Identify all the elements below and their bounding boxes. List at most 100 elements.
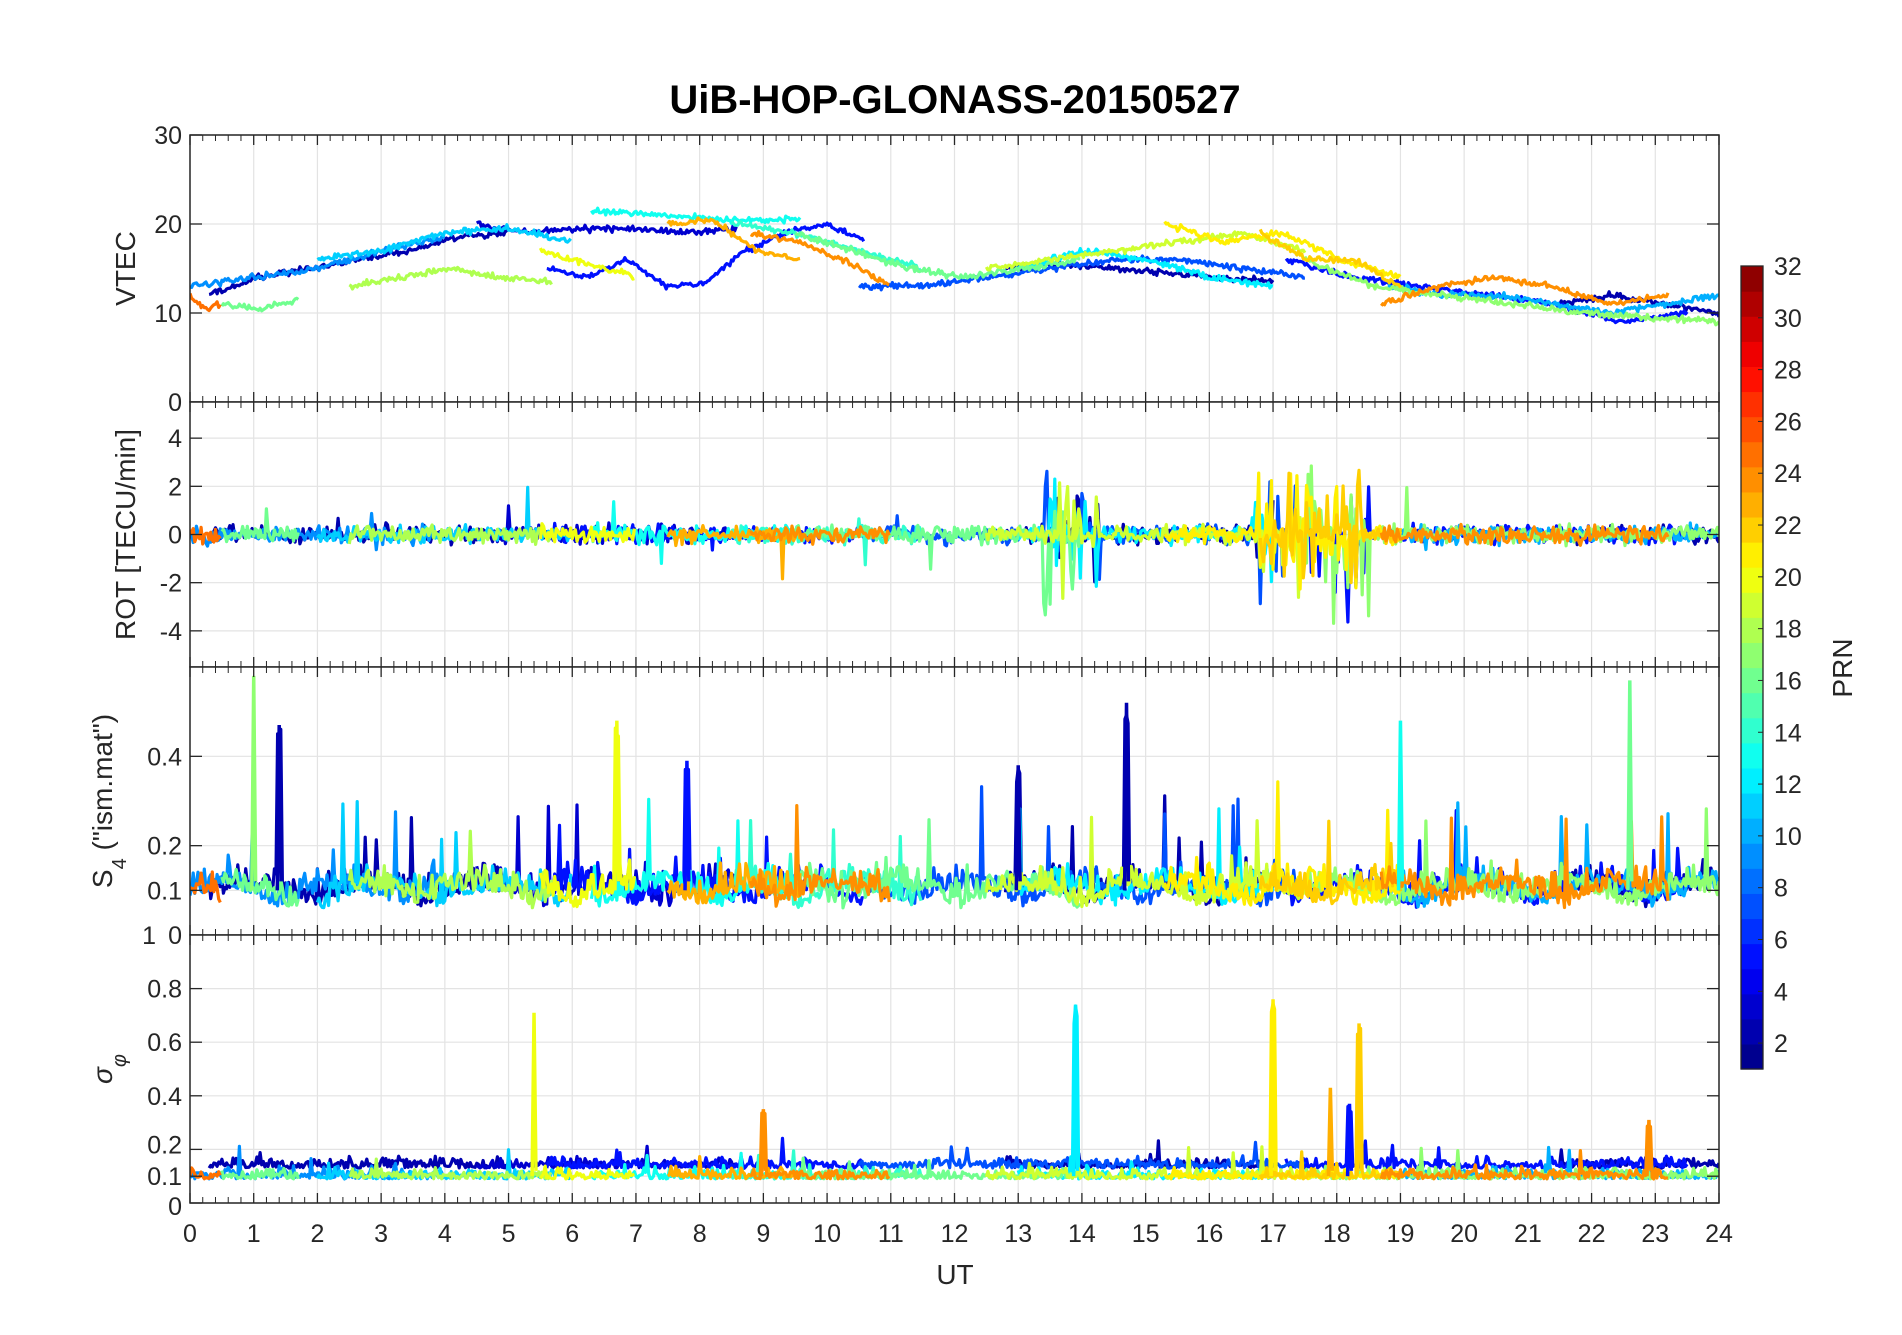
peak-mark-prn-5	[683, 760, 691, 891]
colorbar-level	[1741, 617, 1763, 644]
panel-rot: -4 -2 0 2 4 ROT [TECU/min]	[110, 401, 1720, 668]
colorbar-tick-label: 12	[1774, 771, 1802, 799]
x-tick-label: 0	[183, 1220, 197, 1248]
x-tick-label: 13	[1004, 1220, 1032, 1248]
series-line-prn-24	[1379, 522, 1670, 547]
y-tick-label: 0.8	[147, 976, 182, 1004]
series-line-prn-16	[220, 1166, 300, 1181]
series-line-prn-22	[1258, 1026, 1402, 1181]
y-tick-label: 0.2	[147, 833, 182, 861]
colorbar-level	[1741, 441, 1763, 468]
x-tick-label: 17	[1259, 1220, 1287, 1248]
x-tick-label: 14	[1068, 1220, 1096, 1248]
colorbar-level	[1741, 717, 1763, 744]
colorbar-label: PRN	[1827, 638, 1858, 697]
y-tick-label: 0.4	[147, 1083, 182, 1111]
series-line-prn-9	[190, 810, 447, 908]
series-line-prn-24	[1379, 815, 1670, 910]
y-tick-label: 0	[168, 922, 182, 950]
series-line-prn-19	[984, 815, 1307, 909]
series-line-prn-24	[1379, 1123, 1669, 1181]
series-line-prn-5	[545, 1136, 866, 1170]
panel-vtec: 0 10 20 30 VTEC	[110, 122, 1720, 417]
colorbar-level	[1741, 567, 1763, 593]
x-tick-label: 11	[878, 1220, 904, 1248]
colorbar-level	[1741, 918, 1763, 945]
colorbar-tick-label: 24	[1774, 460, 1802, 488]
colorbar-level	[1741, 391, 1763, 418]
colorbar-tick-label: 10	[1774, 823, 1802, 851]
x-axis-label: UT	[936, 1259, 973, 1290]
y-tick-label: -2	[160, 570, 182, 598]
colorbar-tick-label: 2	[1774, 1030, 1788, 1058]
colorbar-level	[1741, 692, 1763, 719]
series-line-prn-5	[546, 221, 866, 291]
series-line-prn-17	[1303, 255, 1719, 327]
colorbar-tick-label: 20	[1774, 564, 1802, 592]
colorbar-level	[1741, 1043, 1763, 1070]
series-line-prn-22	[1258, 228, 1402, 289]
colorbar-level	[1741, 792, 1763, 819]
colorbar-level	[1741, 416, 1763, 443]
series-line-prn-11	[316, 223, 572, 262]
y-tick-label: 0.6	[147, 1029, 182, 1057]
chart-title: UiB-HOP-GLONASS-20150527	[669, 78, 1240, 122]
y-tick-label: 0.1	[147, 877, 182, 905]
y-tick-label-extra: 1	[142, 922, 156, 950]
series-line-prn-7	[857, 1140, 1306, 1170]
colorbar-tick-label: 32	[1774, 253, 1802, 281]
series-line-prn-2	[207, 1150, 509, 1170]
colorbar-tick-label: 6	[1774, 926, 1788, 954]
y-axis-label-vtec: VTEC	[110, 231, 141, 306]
y-tick-label: 0.4	[147, 743, 182, 771]
peak-mark-prn-20	[530, 1012, 538, 1177]
colorbar-level	[1741, 491, 1763, 518]
colorbar-level	[1741, 316, 1763, 342]
y-tick-label: -4	[160, 618, 182, 646]
x-tick-label: 15	[1132, 1220, 1160, 1248]
y-tick-label: 0	[168, 1193, 182, 1221]
colorbar-tick-label: 4	[1774, 978, 1788, 1006]
peak-mark-prn-22	[1355, 1023, 1363, 1177]
colorbar-level	[1741, 742, 1763, 769]
y-tick-label: 20	[154, 211, 182, 239]
peak-mark-prn-5	[1345, 1103, 1354, 1177]
x-tick-label: 16	[1195, 1220, 1223, 1248]
colorbar-tick-label: 16	[1774, 667, 1802, 695]
x-tick-label: 1	[247, 1220, 261, 1248]
y-tick-label: 2	[168, 473, 182, 501]
colorbar-tick-label: 30	[1774, 305, 1802, 333]
y-tick-label: 30	[154, 122, 182, 150]
colorbar-level	[1741, 642, 1763, 669]
series-line-prn-16	[220, 296, 300, 313]
x-tick-label: 10	[813, 1220, 841, 1248]
colorbar-level	[1741, 767, 1763, 794]
x-tick-label: 8	[693, 1220, 707, 1248]
colorbar-level	[1741, 291, 1763, 317]
series-line-prn-20	[539, 1164, 636, 1181]
series-line-prn-10	[1387, 283, 1719, 318]
x-tick-label: 21	[1514, 1220, 1542, 1248]
colorbar-level	[1741, 1018, 1763, 1045]
series-line-prn-16	[220, 507, 300, 544]
peak-mark-prn-23	[1326, 1087, 1335, 1177]
panel-sigma: 00.1 0.2 0.4 0.6 0.8 σφ	[87, 934, 1720, 1221]
colorbar-level	[1741, 542, 1763, 568]
series-line-prn-12	[1017, 246, 1274, 290]
series-line-prn-24	[749, 1111, 891, 1181]
series-line-prn-21	[1163, 780, 1403, 907]
x-tick-label: 23	[1641, 1220, 1669, 1248]
colorbar-tick-label: 14	[1774, 719, 1802, 747]
series-line-prn-23	[666, 523, 802, 581]
y-axis-label-sigma: σφ	[87, 1054, 131, 1084]
x-tick-label: 7	[629, 1220, 643, 1248]
series-line-prn-22	[1258, 468, 1403, 585]
y-tick-label: 0.2	[147, 1131, 182, 1159]
x-tick-label: 5	[502, 1220, 516, 1248]
colorbar-level	[1741, 341, 1763, 367]
series-line-prn-16	[794, 231, 1081, 280]
x-tick-label: 12	[941, 1220, 969, 1248]
series-line-prn-7	[857, 254, 1305, 292]
colorbar-level	[1741, 667, 1763, 694]
